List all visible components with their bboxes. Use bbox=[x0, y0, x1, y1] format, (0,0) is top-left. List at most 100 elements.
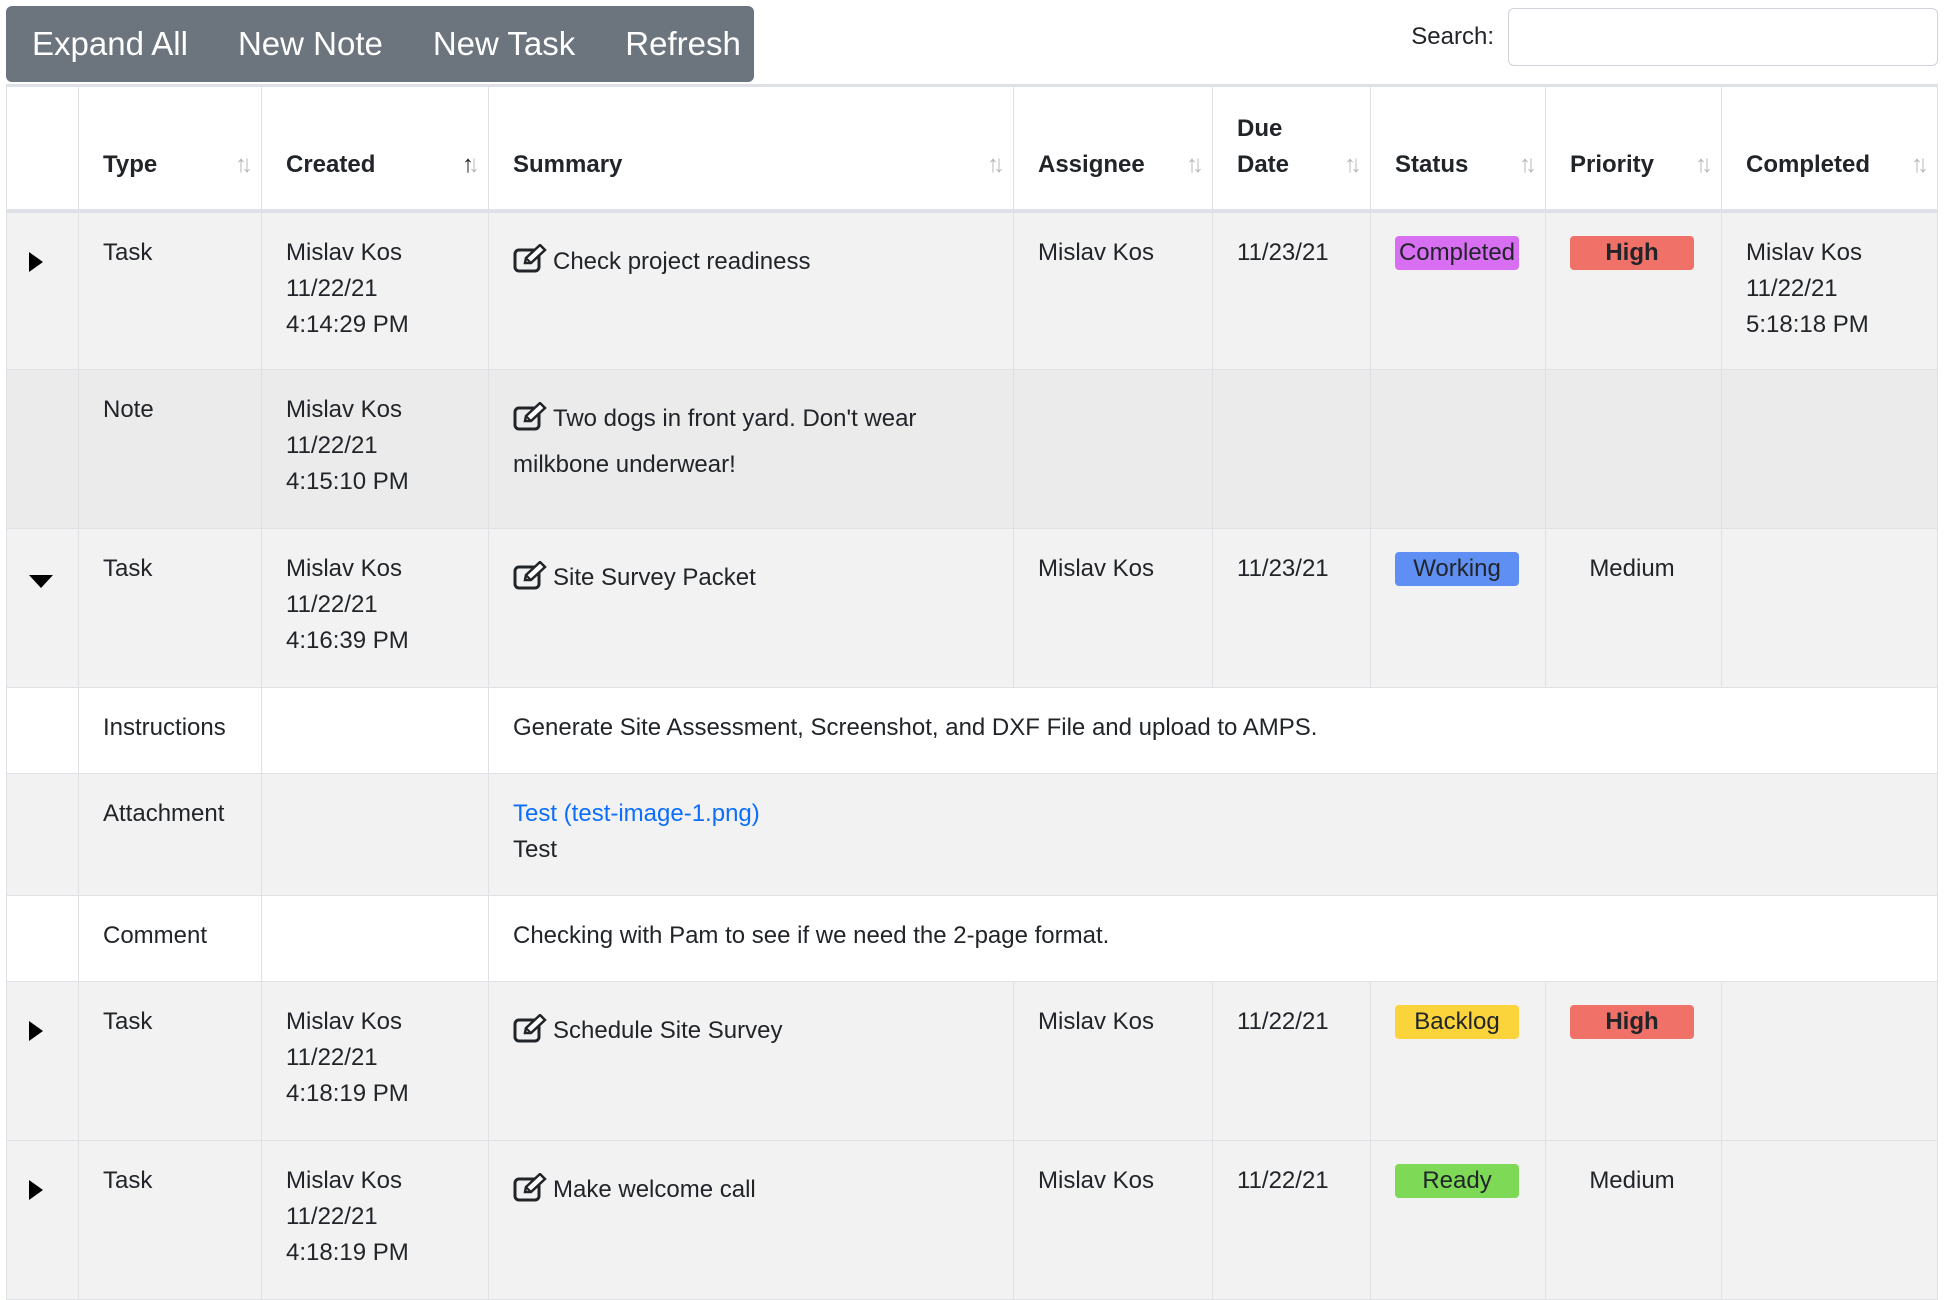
status-cell bbox=[1370, 369, 1546, 529]
detail-row-attachment: Attachment Test (test-image-1.png) Test bbox=[6, 773, 1938, 896]
sort-icon[interactable]: ↑↓ bbox=[987, 150, 1005, 178]
priority-text: Medium bbox=[1589, 1167, 1675, 1194]
column-header-created[interactable]: Created ↑↓ bbox=[261, 84, 489, 213]
due-date-header-label: Due Date bbox=[1237, 111, 1289, 183]
search-area: Search: bbox=[1411, 6, 1938, 68]
refresh-button[interactable]: Refresh bbox=[625, 25, 741, 62]
expand-row-toggle[interactable] bbox=[6, 210, 79, 370]
created-time: 4:18:19 PM bbox=[286, 1239, 409, 1266]
type-cell: Task bbox=[78, 981, 262, 1141]
detail-spacer bbox=[261, 773, 489, 896]
sort-icon[interactable]: ↑↓ bbox=[1519, 150, 1537, 178]
completed-cell bbox=[1721, 528, 1938, 688]
created-time: 4:16:39 PM bbox=[286, 627, 409, 654]
status-cell: Completed bbox=[1370, 210, 1546, 370]
completed-cell: Mislav Kos 11/22/21 5:18:18 PM bbox=[1721, 210, 1938, 370]
edit-icon[interactable] bbox=[513, 401, 547, 432]
detail-spacer bbox=[6, 687, 79, 774]
priority-cell: Medium bbox=[1545, 528, 1722, 688]
due-date-cell: 11/23/21 bbox=[1212, 210, 1371, 370]
edit-icon[interactable] bbox=[513, 560, 547, 591]
status-badge: Ready bbox=[1395, 1164, 1519, 1198]
created-date: 11/22/21 bbox=[286, 274, 378, 302]
new-note-button[interactable]: New Note bbox=[237, 25, 383, 62]
column-header-assignee[interactable]: Assignee ↑↓ bbox=[1013, 84, 1213, 213]
completed-date: 11/22/21 bbox=[1746, 274, 1838, 302]
new-task-button[interactable]: New Task bbox=[432, 25, 576, 62]
created-by: Mislav Kos bbox=[286, 555, 403, 582]
expander-header bbox=[6, 84, 79, 213]
attachment-link[interactable]: Test (test-image-1.png) bbox=[513, 800, 760, 827]
column-header-status[interactable]: Status ↑↓ bbox=[1370, 84, 1546, 213]
detail-label: Attachment bbox=[78, 773, 262, 896]
summary-text: Schedule Site Survey bbox=[553, 1017, 783, 1044]
type-cell: Task bbox=[78, 528, 262, 688]
created-time: 4:18:19 PM bbox=[286, 1080, 409, 1107]
completed-time: 5:18:18 PM bbox=[1746, 310, 1869, 338]
sort-asc-icon[interactable]: ↑↓ bbox=[462, 150, 480, 178]
expand-all-button[interactable]: Expand All bbox=[32, 25, 188, 62]
collapse-row-toggle[interactable] bbox=[6, 528, 79, 688]
summary-text: Two dogs in front yard. Don't wear bbox=[553, 405, 917, 432]
table-row[interactable]: Task Mislav Kos 11/22/21 4:14:29 PM Check … bbox=[6, 210, 1938, 370]
created-time: 4:15:10 PM bbox=[286, 468, 409, 495]
detail-row-instructions: Instructions Generate Site Assessment, S… bbox=[6, 687, 1938, 774]
expand-icon[interactable] bbox=[29, 1021, 43, 1041]
assignee-cell: Mislav Kos bbox=[1013, 210, 1213, 370]
sort-icon[interactable]: ↑↓ bbox=[1695, 150, 1713, 178]
created-cell: Mislav Kos 11/22/21 4:18:19 PM bbox=[261, 1140, 489, 1300]
tasks-table: Type ↑↓ Created ↑↓ Summary ↑↓ Assignee ↑↓ Du… bbox=[6, 84, 1938, 1300]
status-cell: Working bbox=[1370, 528, 1546, 688]
expand-row-toggle[interactable] bbox=[6, 1140, 79, 1300]
created-cell: Mislav Kos 11/22/21 4:15:10 PM bbox=[261, 369, 489, 529]
assignee-cell: Mislav Kos bbox=[1013, 981, 1213, 1141]
table-row[interactable]: Note Mislav Kos 11/22/21 4:15:10 PM Two do… bbox=[6, 369, 1938, 529]
table-row[interactable]: Task Mislav Kos 11/22/21 4:18:19 PM Make w… bbox=[6, 1140, 1938, 1300]
due-date-cell bbox=[1212, 369, 1371, 529]
sort-icon[interactable]: ↑↓ bbox=[1911, 150, 1929, 178]
attachment-cell: Test (test-image-1.png) Test bbox=[488, 773, 1938, 896]
summary-cell: Two dogs in front yard. Don't wear milkbo… bbox=[488, 369, 1014, 529]
expand-row-toggle[interactable] bbox=[6, 981, 79, 1141]
column-header-due-date[interactable]: Due Date ↑↓ bbox=[1212, 84, 1371, 213]
completed-cell bbox=[1721, 369, 1938, 529]
sort-icon[interactable]: ↑↓ bbox=[235, 150, 253, 178]
column-header-completed[interactable]: Completed ↑↓ bbox=[1721, 84, 1938, 213]
sort-icon[interactable]: ↑↓ bbox=[1344, 150, 1362, 178]
sort-icon[interactable]: ↑↓ bbox=[1186, 150, 1204, 178]
expand-icon[interactable] bbox=[29, 251, 43, 272]
collapse-icon[interactable] bbox=[29, 575, 53, 588]
column-header-type[interactable]: Type ↑↓ bbox=[78, 84, 262, 213]
status-badge: Working bbox=[1395, 552, 1519, 586]
expand-icon[interactable] bbox=[29, 1180, 43, 1200]
completed-cell bbox=[1721, 981, 1938, 1141]
summary-cell: Make welcome call bbox=[488, 1140, 1014, 1300]
table-row[interactable]: Task Mislav Kos 11/22/21 4:18:19 PM Schedu… bbox=[6, 981, 1938, 1141]
column-header-summary[interactable]: Summary ↑↓ bbox=[488, 84, 1014, 213]
created-cell: Mislav Kos 11/22/21 4:16:39 PM bbox=[261, 528, 489, 688]
table-row[interactable]: Task Mislav Kos 11/22/21 4:16:39 PM Site S… bbox=[6, 528, 1938, 688]
detail-label: Comment bbox=[78, 895, 262, 982]
detail-spacer bbox=[6, 773, 79, 896]
detail-text: Generate Site Assessment, Screenshot, an… bbox=[488, 687, 1938, 774]
summary-cell: Check project readiness bbox=[488, 210, 1014, 370]
created-date: 11/22/21 bbox=[286, 1044, 378, 1071]
edit-icon[interactable] bbox=[513, 1172, 547, 1203]
priority-cell: High bbox=[1545, 981, 1722, 1141]
status-badge: Backlog bbox=[1395, 1005, 1519, 1039]
priority-text: Medium bbox=[1589, 555, 1675, 582]
type-header-label: Type bbox=[103, 150, 158, 178]
summary-text-continued: milkbone underwear! bbox=[513, 451, 736, 478]
summary-text: Site Survey Packet bbox=[553, 564, 756, 591]
type-cell: Note bbox=[78, 369, 262, 529]
detail-spacer bbox=[261, 895, 489, 982]
priority-badge: High bbox=[1570, 235, 1694, 270]
edit-icon[interactable] bbox=[513, 244, 547, 274]
completed-by: Mislav Kos bbox=[1746, 238, 1863, 266]
created-cell: Mislav Kos 11/22/21 4:14:29 PM bbox=[261, 210, 489, 370]
edit-icon[interactable] bbox=[513, 1013, 547, 1044]
detail-spacer bbox=[261, 687, 489, 774]
due-header-line2: Date bbox=[1237, 150, 1290, 178]
column-header-priority[interactable]: Priority ↑↓ bbox=[1545, 84, 1722, 213]
search-input[interactable] bbox=[1508, 8, 1938, 66]
